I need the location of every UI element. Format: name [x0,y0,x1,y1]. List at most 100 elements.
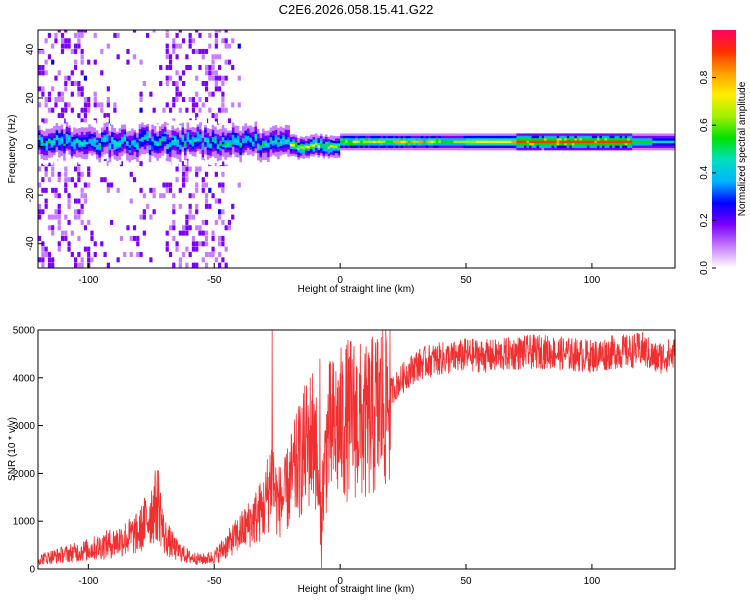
spectrogram-cell [274,129,278,133]
spectrogram-cell [201,132,205,136]
x-tick-label: -100 [78,576,98,587]
spectrogram-cell [199,153,202,157]
spectrogram-cell [204,139,207,143]
spectrogram-cell [58,125,61,129]
spectrogram-cell [279,150,283,154]
spectrogram-cell [244,142,248,146]
spectrogram-cell [287,120,291,123]
spectrogram-cell [40,127,44,130]
spectrogram-cell [143,132,147,135]
spectrogram-cell [488,140,492,144]
spectrogram-cell [73,127,77,130]
spectrogram-cell [149,187,153,193]
spectrogram-cell [229,147,233,150]
spectrogram-cell [219,128,223,132]
spectrogram-cell [612,133,615,136]
spectrogram-cell [151,151,155,154]
spectrogram-cell [302,146,306,150]
spectrogram-cell [195,262,199,268]
spectrogram-cell [77,30,81,33]
x-tick-label: 50 [460,576,472,587]
spectrogram-cell [60,38,65,44]
spectrogram-cell [75,147,79,151]
spectrogram-cell [93,102,97,108]
spectrogram-cell [335,155,338,158]
spectrogram-cell [254,123,258,127]
spectrogram-cell [186,153,190,157]
spectrogram-cell [38,134,41,138]
spectrogram-cell [360,142,364,146]
spectrogram-cell [254,148,258,151]
spectrogram-cell [133,142,137,145]
spectrogram-cell [375,145,379,148]
spectrogram-cell [38,64,42,70]
spectrogram-cell [370,133,374,136]
spectrogram-cell [55,117,59,121]
spectrogram-cell [433,140,437,144]
spectrogram-cell [48,160,51,163]
spectrogram-cell [227,59,232,65]
spectrogram-cell [385,135,389,139]
spectrogram-cell [214,171,218,177]
spectrogram-cell [54,75,58,81]
spectrogram-cell [178,147,182,150]
spectrogram-cell [219,135,223,139]
spectrogram-cell [609,142,613,146]
spectrogram-cell [172,203,176,209]
spectrogram-cell [586,130,590,134]
spectrogram-cell [292,148,296,152]
spectrogram-cell [272,123,275,127]
spectrogram-cell [257,128,260,132]
spectrogram-cell [418,133,421,136]
spectrogram-cell [264,157,268,160]
spectrogram-cell [188,97,192,103]
spectrogram-cell [108,130,112,134]
spectrogram-cell [513,142,517,146]
spectrogram-cell [372,150,376,153]
spectrogram-cell [614,150,618,153]
spectrogram-cell [274,119,278,123]
spectrogram-cell [198,64,202,70]
spectrogram-cell [473,133,477,136]
spectrogram-cell [413,147,416,151]
spectrogram-cell [158,145,162,149]
spectrogram-cell [531,135,535,139]
spectrogram-cell [405,145,409,148]
spectrogram-cell [254,131,258,134]
spectrogram-cell [126,136,129,139]
spectrogram-cell [211,134,215,138]
spectrogram-cell [282,130,286,133]
spectrogram-cell [60,146,64,149]
spectrogram-cell [438,135,442,139]
spectrogram-cell [75,152,79,156]
spectrogram-cell [70,134,74,137]
spectrogram-cell [279,155,283,159]
spectrogram-cell [182,70,186,76]
spectrogram-cell [463,142,467,146]
spectrogram-cell [614,130,618,134]
spectrogram-cell [352,133,356,136]
spectrogram-cell [466,133,469,136]
spectrogram-cell [284,153,288,157]
spectrogram-cell [591,150,595,153]
spectrogram-cell [390,135,394,139]
spectrogram-cell [307,143,311,147]
spectrogram-cell [178,203,182,209]
spectrogram-cell [204,64,209,70]
spectrogram-cell [496,147,500,151]
spectrogram-cell [201,159,205,163]
spectrogram-cell [90,145,94,149]
spectrogram-cell [581,147,585,151]
spectrogram-cell [365,140,369,144]
spectrogram-cell [649,138,653,141]
spectrogram-cell [63,136,66,139]
spectrogram-cell [430,145,434,148]
spectrogram-cell [287,151,291,155]
spectrogram-cell [234,159,238,162]
spectrogram-cell [158,140,162,144]
spectrogram-cell [100,48,104,54]
spectrogram-cell [224,43,228,49]
spectrogram-cell [294,149,298,152]
spectrogram-cell [521,145,525,148]
spectrogram-cell [95,139,99,143]
